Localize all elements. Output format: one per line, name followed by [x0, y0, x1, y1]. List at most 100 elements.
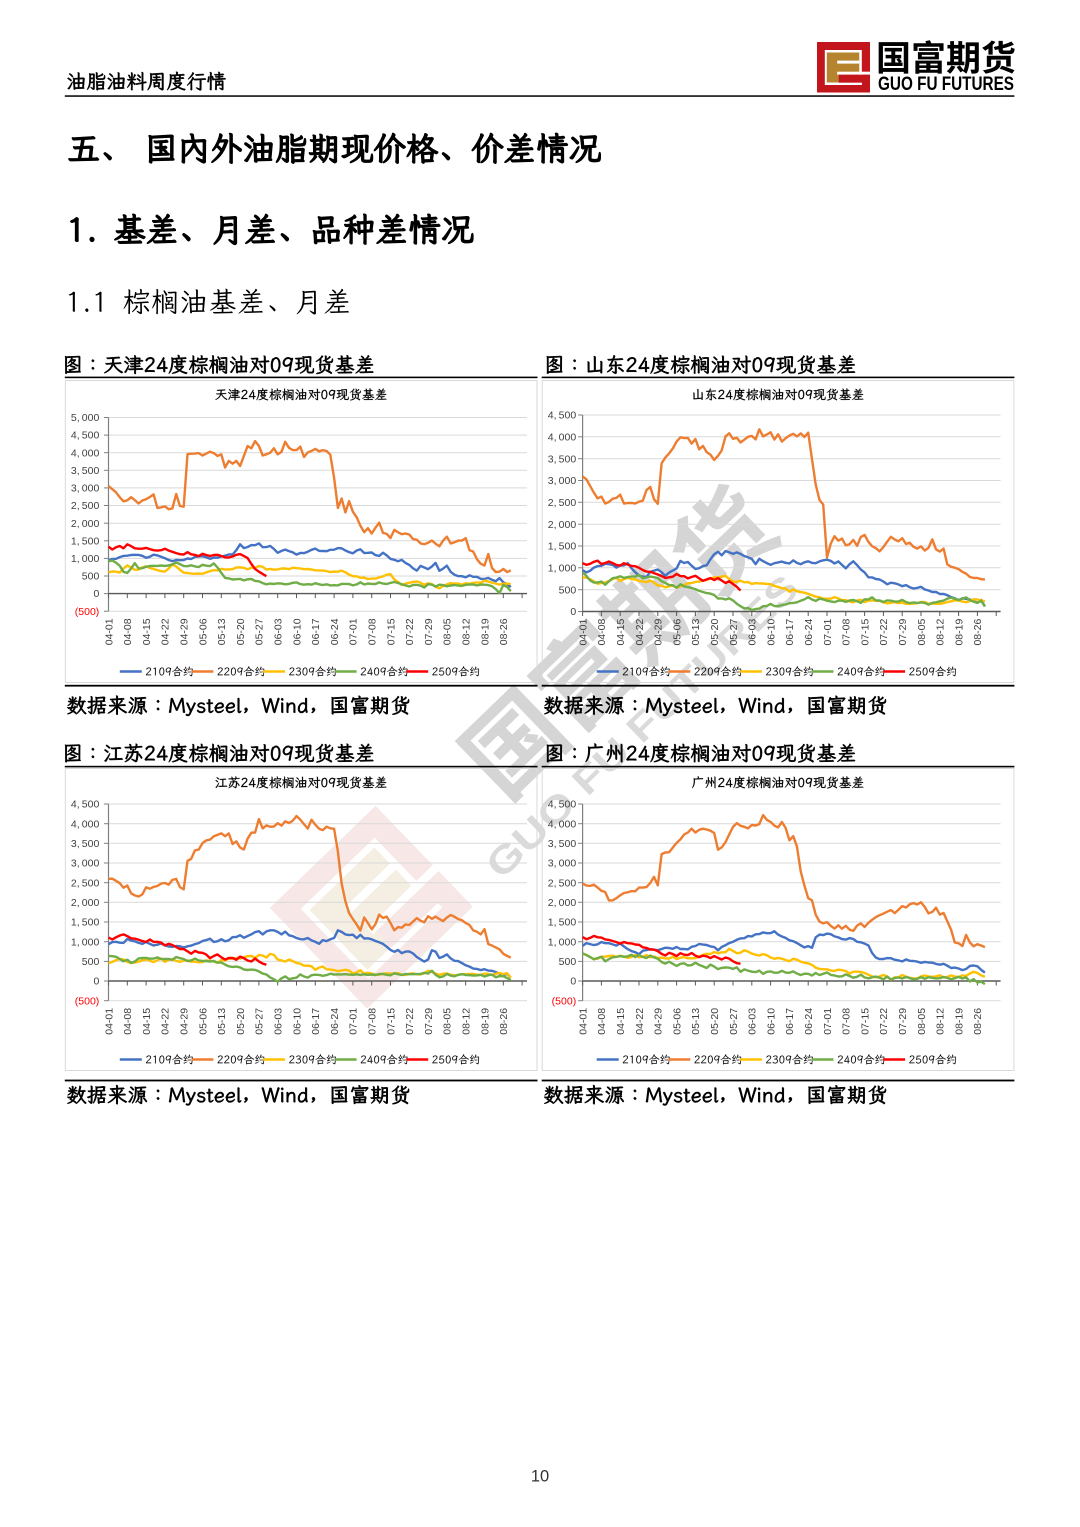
svg-text:05-27: 05-27: [728, 619, 740, 646]
svg-text:4, 500: 4, 500: [548, 410, 577, 422]
svg-text:3, 000: 3, 000: [548, 475, 577, 487]
svg-text:07-29: 07-29: [897, 1008, 909, 1035]
svg-text:07-29: 07-29: [423, 618, 435, 645]
svg-text:07-22: 07-22: [878, 619, 890, 646]
svg-text:08-05: 08-05: [916, 619, 928, 646]
svg-text:GUO FU FUTURES: GUO FU FUTURES: [878, 73, 1014, 95]
svg-text:06-03: 06-03: [273, 618, 285, 645]
svg-text:04-15: 04-15: [141, 1008, 153, 1035]
svg-text:05-06: 05-06: [197, 1008, 209, 1035]
svg-text:1, 500: 1, 500: [548, 917, 577, 929]
svg-text:05-27: 05-27: [728, 1008, 740, 1035]
svg-text:07-01: 07-01: [348, 618, 360, 645]
svg-text:08-12: 08-12: [935, 619, 947, 646]
svg-text:06-17: 06-17: [784, 619, 796, 646]
svg-text:06-03: 06-03: [273, 1008, 285, 1035]
svg-text:08-12: 08-12: [461, 618, 473, 645]
svg-text:1, 000: 1, 000: [548, 562, 577, 574]
svg-text:08-05: 08-05: [916, 1008, 928, 1035]
svg-text:1, 500: 1, 500: [71, 535, 100, 547]
svg-text:4, 500: 4, 500: [548, 799, 577, 811]
svg-text:08-19: 08-19: [953, 1008, 965, 1035]
svg-text:07-01: 07-01: [822, 1008, 834, 1035]
svg-text:1, 000: 1, 000: [71, 936, 100, 948]
svg-text:05-27: 05-27: [254, 618, 266, 645]
svg-text:06-24: 06-24: [803, 1008, 815, 1035]
svg-text:04-01: 04-01: [577, 619, 589, 646]
svg-text:2, 000: 2, 000: [71, 518, 100, 530]
svg-text:04-22: 04-22: [160, 1008, 172, 1035]
svg-text:04-22: 04-22: [634, 1008, 646, 1035]
svg-text:07-22: 07-22: [404, 618, 416, 645]
svg-text:07-01: 07-01: [822, 619, 834, 646]
svg-text:04-01: 04-01: [577, 1008, 589, 1035]
svg-text:04-22: 04-22: [160, 618, 172, 645]
svg-text:06-24: 06-24: [329, 1008, 341, 1035]
svg-text:3, 500: 3, 500: [71, 838, 100, 850]
svg-text:08-26: 08-26: [972, 619, 984, 646]
svg-text:2, 500: 2, 500: [71, 500, 100, 512]
svg-text:1, 500: 1, 500: [548, 541, 577, 553]
svg-text:2, 000: 2, 000: [71, 897, 100, 909]
svg-text:3, 500: 3, 500: [71, 465, 100, 477]
svg-text:04-08: 04-08: [596, 619, 608, 646]
svg-text:(500): (500): [75, 995, 100, 1007]
svg-text:1, 000: 1, 000: [548, 936, 577, 948]
svg-text:05-06: 05-06: [671, 1008, 683, 1035]
svg-text:06-03: 06-03: [747, 1008, 759, 1035]
svg-text:04-01: 04-01: [103, 1008, 115, 1035]
svg-text:500: 500: [82, 956, 100, 968]
svg-text:07-29: 07-29: [897, 619, 909, 646]
svg-text:2, 500: 2, 500: [71, 877, 100, 889]
svg-text:5, 000: 5, 000: [71, 412, 100, 424]
svg-text:2, 000: 2, 000: [548, 897, 577, 909]
svg-text:04-15: 04-15: [615, 619, 627, 646]
svg-text:05-27: 05-27: [254, 1008, 266, 1035]
svg-text:08-19: 08-19: [953, 619, 965, 646]
svg-text:04-29: 04-29: [653, 619, 665, 646]
svg-text:07-08: 07-08: [367, 1008, 379, 1035]
svg-text:07-22: 07-22: [404, 1008, 416, 1035]
svg-text:08-26: 08-26: [972, 1008, 984, 1035]
svg-text:08-05: 08-05: [442, 618, 454, 645]
svg-text:500: 500: [559, 584, 577, 596]
svg-text:04-01: 04-01: [103, 618, 115, 645]
svg-text:08-05: 08-05: [442, 1008, 454, 1035]
svg-text:06-24: 06-24: [329, 618, 341, 645]
svg-text:06-24: 06-24: [803, 619, 815, 646]
svg-text:08-19: 08-19: [479, 618, 491, 645]
svg-text:0: 0: [93, 588, 99, 600]
svg-text:07-08: 07-08: [841, 1008, 853, 1035]
svg-text:500: 500: [559, 956, 577, 968]
svg-text:06-17: 06-17: [310, 1008, 322, 1035]
svg-text:05-20: 05-20: [235, 618, 247, 645]
svg-text:07-15: 07-15: [859, 1008, 871, 1035]
svg-text:4, 500: 4, 500: [71, 799, 100, 811]
svg-text:3, 000: 3, 000: [548, 858, 577, 870]
svg-text:04-29: 04-29: [179, 1008, 191, 1035]
svg-text:(500): (500): [75, 606, 100, 618]
svg-text:(500): (500): [552, 995, 577, 1007]
svg-text:07-01: 07-01: [348, 1008, 360, 1035]
svg-text:0: 0: [93, 976, 99, 988]
svg-text:4, 000: 4, 000: [548, 818, 577, 830]
svg-text:1, 500: 1, 500: [71, 917, 100, 929]
svg-text:05-13: 05-13: [216, 1008, 228, 1035]
svg-text:04-29: 04-29: [179, 618, 191, 645]
svg-text:08-12: 08-12: [935, 1008, 947, 1035]
svg-text:05-20: 05-20: [709, 619, 721, 646]
svg-text:06-10: 06-10: [291, 1008, 303, 1035]
svg-text:04-08: 04-08: [596, 1008, 608, 1035]
svg-text:05-06: 05-06: [197, 618, 209, 645]
svg-text:04-29: 04-29: [653, 1008, 665, 1035]
svg-text:3, 500: 3, 500: [548, 453, 577, 465]
svg-text:10: 10: [531, 1468, 549, 1486]
svg-text:04-22: 04-22: [634, 619, 646, 646]
svg-text:1, 000: 1, 000: [71, 553, 100, 565]
svg-text:07-15: 07-15: [385, 618, 397, 645]
svg-text:07-15: 07-15: [385, 1008, 397, 1035]
svg-text:07-29: 07-29: [423, 1008, 435, 1035]
svg-text:06-03: 06-03: [747, 619, 759, 646]
svg-text:0: 0: [570, 606, 576, 618]
svg-text:4, 000: 4, 000: [71, 818, 100, 830]
